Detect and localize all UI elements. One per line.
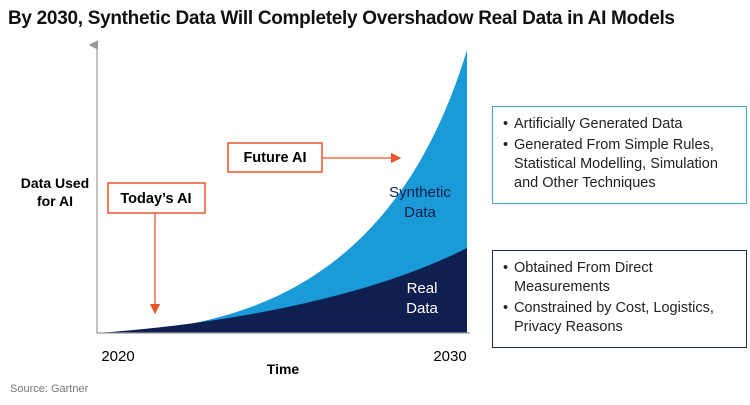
area-label: Synthetic [389, 184, 451, 201]
y-label: Data Used [21, 175, 89, 191]
callout: Future AI [243, 150, 306, 166]
x-tick-label: 2020 [101, 348, 134, 365]
x-label: Time [267, 361, 300, 377]
area-label: Real [407, 280, 438, 297]
title: By 2030, Synthetic Data Will Completely … [8, 8, 675, 29]
callout: Today’s AI [120, 191, 191, 207]
bullet-item: Generated From Simple Rules, Statistical… [503, 136, 736, 193]
chart: Data Used for AI 2020 2030 Time Syntheti… [21, 40, 470, 377]
info-box: Artificially Generated Data Generated Fro… [492, 106, 747, 204]
real-area [97, 248, 467, 333]
callout-box [227, 142, 323, 173]
info-box: Obtained From Direct MeasurementsConstra… [492, 250, 747, 348]
synthetic-area [97, 50, 467, 333]
source: Source: Gartner [10, 383, 89, 395]
y-label: for AI [37, 193, 73, 209]
bullet-item: Constrained by Cost, Logistics, Privacy … [503, 299, 736, 337]
callout-box [107, 182, 206, 214]
x-tick-label: 2030 [433, 348, 466, 365]
bullet-item: Obtained From Direct Measurements [503, 259, 736, 297]
bullet-item: Artificially Generated Data [503, 115, 736, 134]
area-label: Data [406, 300, 438, 317]
area-label: Data [404, 204, 436, 221]
